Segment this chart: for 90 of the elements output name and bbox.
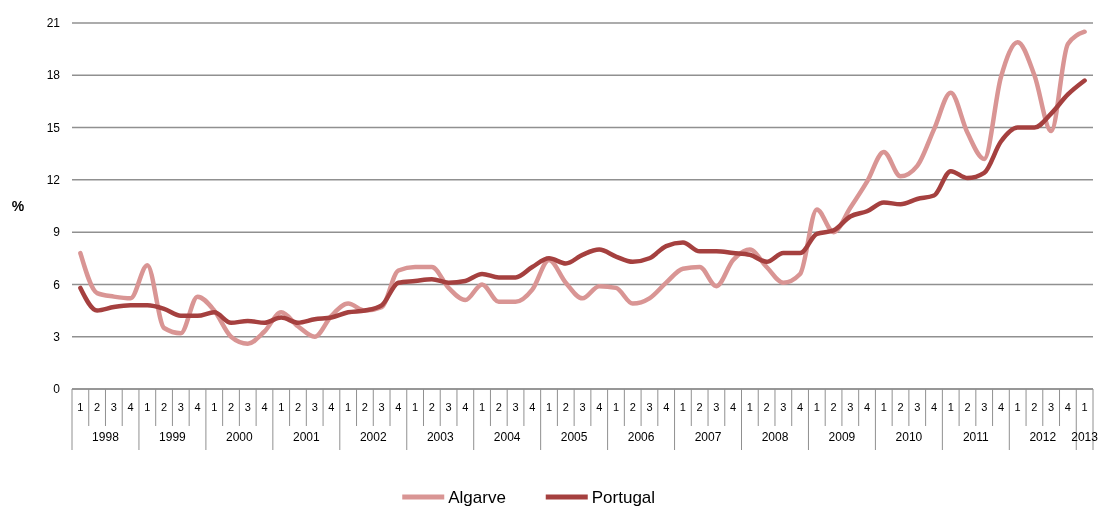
- x-tick-label: 2: [94, 401, 101, 413]
- x-tick-label: 1: [880, 401, 887, 413]
- x-tick-label: 4: [930, 401, 938, 413]
- x-tick-label: 4: [1064, 401, 1071, 413]
- x-tick-label: 4: [596, 401, 603, 413]
- x-tick-label: 1: [746, 401, 753, 413]
- y-tick-label: 0: [53, 382, 61, 397]
- legend-label: Portugal: [591, 487, 656, 507]
- x-tick-label: 4: [797, 401, 804, 413]
- x-tick-label: 2: [562, 401, 569, 413]
- x-tick-label: 2: [361, 401, 368, 413]
- x-tick-label: 1: [1014, 401, 1021, 413]
- x-tick-label: 4: [194, 401, 201, 413]
- y-tick-label: 6: [53, 277, 61, 292]
- x-tick-label: 3: [579, 401, 586, 413]
- text: 2000: [226, 430, 254, 444]
- y-tick-label: 12: [46, 173, 61, 188]
- text: 2012: [1029, 430, 1057, 444]
- line-series: [78, 29, 1087, 346]
- x-tick-label: 2: [763, 401, 770, 413]
- x-tick-label: 4: [261, 401, 268, 413]
- x-tick-label: 1: [345, 401, 352, 413]
- x-tick-label: 1: [211, 401, 218, 413]
- x-tick-label: 3: [512, 401, 519, 413]
- x-tick-label: 3: [780, 401, 787, 413]
- x-tick-label: 1: [612, 401, 620, 413]
- x-tick-label: 3: [311, 401, 318, 413]
- x-tick-label: 3: [177, 401, 184, 413]
- x-tick-label: 2: [629, 401, 636, 413]
- x-tick-label: 3: [445, 401, 452, 413]
- x-tick-label: 4: [529, 401, 536, 413]
- text: 2008: [761, 430, 789, 444]
- x-tick-label: 4: [997, 401, 1005, 413]
- text: 2013: [1071, 430, 1099, 444]
- x-tick-label: 1: [479, 401, 486, 413]
- x-tick-label: 2: [294, 401, 302, 413]
- text: 2005: [560, 430, 588, 444]
- y-tick-label: 15: [46, 120, 61, 135]
- x-tick-label: 3: [847, 401, 854, 413]
- x-tick-label: 3: [713, 401, 720, 413]
- x-tick-label: 1: [947, 401, 954, 413]
- x-tick-label: 4: [328, 401, 335, 413]
- x-tick-label: 1: [77, 401, 84, 413]
- text: 1999: [159, 430, 187, 444]
- text: 2003: [426, 430, 454, 444]
- x-tick-label: 3: [244, 401, 251, 413]
- x-tick-label: 4: [395, 401, 402, 413]
- x-tick-label: 3: [914, 401, 921, 413]
- x-tick-label: 2: [897, 401, 904, 413]
- y-tick-label: 21: [46, 16, 61, 31]
- x-tick-label: 3: [981, 401, 988, 413]
- x-tick-label: 2: [428, 401, 435, 413]
- x-tick-label: 1: [412, 401, 419, 413]
- text: 2006: [627, 430, 655, 444]
- x-tick-label: 1: [144, 401, 151, 413]
- x-tick-label: 4: [863, 401, 871, 413]
- x-tick-label: 3: [378, 401, 385, 413]
- x-tick-label: 3: [646, 401, 653, 413]
- y-axis-title: %: [11, 197, 25, 214]
- x-tick-label: 4: [730, 401, 737, 413]
- x-tick-label: 1: [1081, 401, 1088, 413]
- x-tick-label: 1: [813, 401, 820, 413]
- x-tick-label: 3: [1048, 401, 1055, 413]
- x-tick-label: 2: [227, 401, 235, 413]
- text: 1998: [92, 430, 120, 444]
- x-tick-label: 3: [110, 401, 117, 413]
- x-tick-label: 2: [696, 401, 703, 413]
- text: 2007: [694, 430, 722, 444]
- x-tick-label: 2: [1031, 401, 1038, 413]
- text: 2011: [962, 430, 990, 444]
- legend-label: Algarve: [448, 487, 506, 507]
- x-tick-label: 1: [545, 401, 553, 413]
- text: 2004: [493, 430, 521, 444]
- x-tick-label: 2: [160, 401, 168, 413]
- line-series: [78, 78, 1087, 326]
- x-tick-label: 4: [663, 401, 670, 413]
- text: 2010: [895, 430, 923, 444]
- x-tick-label: 2: [830, 401, 837, 413]
- x-tick-label: 2: [964, 401, 971, 413]
- x-tick-label: 4: [127, 401, 134, 413]
- text: 2001: [292, 430, 320, 444]
- y-tick-label: 9: [53, 225, 61, 240]
- x-tick-label: 4: [462, 401, 469, 413]
- x-tick-label: 1: [679, 401, 686, 413]
- y-tick-label: 3: [53, 329, 61, 344]
- text: 2009: [828, 430, 856, 444]
- y-tick-label: 18: [46, 68, 61, 83]
- text: 2002: [359, 430, 387, 444]
- x-tick-label: 2: [495, 401, 502, 413]
- x-tick-label: 1: [278, 401, 285, 413]
